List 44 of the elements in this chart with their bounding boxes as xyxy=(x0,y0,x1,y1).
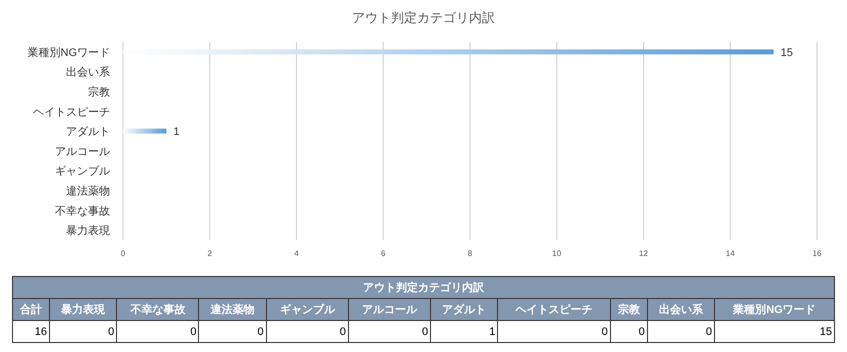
data-label: 0 xyxy=(116,320,199,342)
x-tick-label: 6 xyxy=(381,249,386,258)
data-label: 15 xyxy=(780,46,793,59)
category-label: 合計 xyxy=(12,298,50,320)
y-tick-label: 業種別NGワード xyxy=(28,46,110,59)
category-label: 出会い系 xyxy=(647,298,714,320)
category-label: 不幸な事故 xyxy=(116,298,199,320)
category-label: ギャンブル xyxy=(266,298,348,320)
category-label: アダルト xyxy=(430,298,498,320)
category-label: 違法薬物 xyxy=(198,298,266,320)
x-tick-label: 4 xyxy=(294,249,300,258)
y-tick-label: アダルト xyxy=(66,126,110,138)
data-label: 1 xyxy=(173,126,180,138)
x-tick-label: 12 xyxy=(639,249,648,258)
y-tick-label: ヘイトスピーチ xyxy=(33,106,110,118)
y-tick-label: アルコール xyxy=(55,146,110,158)
data-label: 0 xyxy=(647,320,714,342)
data-label: 0 xyxy=(610,320,648,342)
y-tick-label: 出会い系 xyxy=(66,66,110,79)
category-label: 宗教 xyxy=(610,298,648,320)
data-label: 0 xyxy=(266,320,348,342)
data-label: 15 xyxy=(714,320,834,342)
x-tick-label: 14 xyxy=(726,249,736,258)
category-label: アルコール xyxy=(348,298,431,320)
chart-title: アウト判定カテゴリ内訳 xyxy=(352,10,495,25)
y-tick-label: 宗教 xyxy=(88,86,110,98)
category-label: ヘイトスピーチ xyxy=(498,298,610,320)
x-tick-label: 10 xyxy=(552,249,562,258)
y-tick-label: 暴力表現 xyxy=(66,224,110,238)
y-tick-label: ギャンブル xyxy=(55,164,110,178)
y-tick-label: 違法薬物 xyxy=(66,184,110,198)
data-label: 16 xyxy=(12,320,50,342)
category-label: 業種別NGワード xyxy=(714,298,834,320)
text: アウト判定カテゴリ内訳 xyxy=(12,276,834,298)
data-label: 0 xyxy=(498,320,610,342)
y-tick-label: 不幸な事故 xyxy=(55,204,110,218)
data-label: 0 xyxy=(50,320,117,342)
data-label: 0 xyxy=(198,320,266,342)
x-tick-label: 0 xyxy=(120,249,126,258)
x-tick-label: 8 xyxy=(468,249,473,258)
x-tick-label: 2 xyxy=(208,249,213,258)
data-label: 0 xyxy=(348,320,431,342)
x-tick-label: 16 xyxy=(812,249,822,258)
data-label: 1 xyxy=(430,320,498,342)
